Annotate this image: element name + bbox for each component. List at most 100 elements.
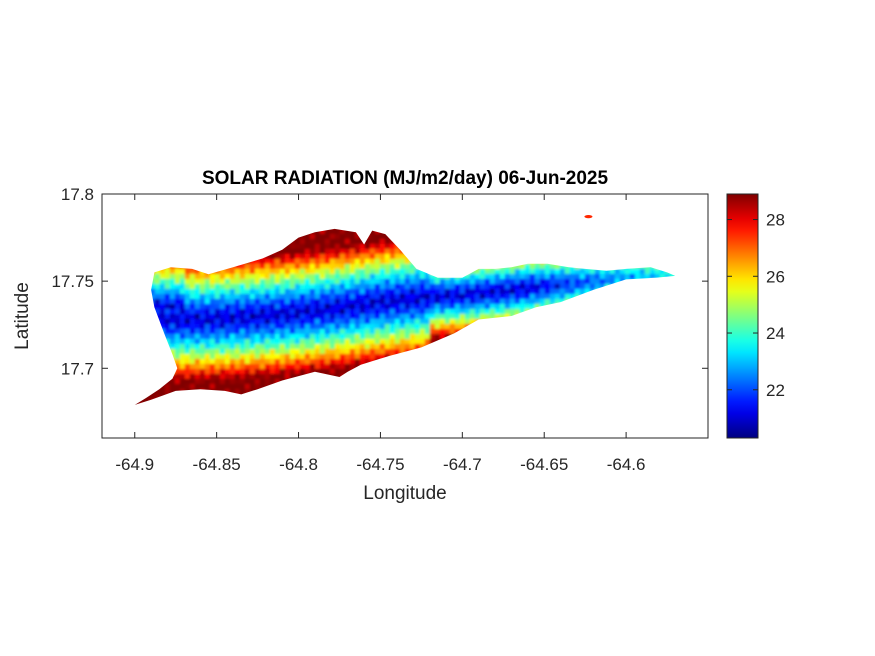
heatmap-cell xyxy=(464,283,471,290)
heatmap-cell xyxy=(499,298,506,305)
heatmap-cell xyxy=(279,318,286,325)
heatmap-cell xyxy=(179,328,186,335)
heatmap-cell xyxy=(589,273,596,280)
heatmap-cell xyxy=(334,278,341,285)
heatmap-cell xyxy=(274,258,281,265)
heatmap-cell xyxy=(189,368,196,375)
heatmap-cell xyxy=(349,333,356,340)
heatmap-cell xyxy=(309,278,316,285)
heatmap-cell xyxy=(239,283,246,290)
heatmap-cell xyxy=(284,318,291,325)
heatmap-cell xyxy=(194,373,201,380)
heatmap-cell xyxy=(249,368,256,375)
heatmap-cell xyxy=(199,288,206,295)
heatmap-cell xyxy=(229,293,236,300)
heatmap-cell xyxy=(224,313,231,320)
heatmap-cell xyxy=(379,268,386,275)
heatmap-cell xyxy=(564,288,571,295)
heatmap-cell xyxy=(419,328,426,335)
heatmap-cell xyxy=(379,348,386,355)
heatmap-cell xyxy=(189,268,196,275)
heatmap-cell xyxy=(329,343,336,350)
heatmap-cell xyxy=(339,288,346,295)
heatmap-cell xyxy=(264,348,271,355)
heatmap-cell xyxy=(474,293,481,300)
heatmap-cell xyxy=(459,323,466,330)
heatmap-cell xyxy=(339,348,346,355)
heatmap-cell xyxy=(199,338,206,345)
heatmap-cell xyxy=(204,343,211,350)
heatmap-cell xyxy=(274,353,281,360)
heatmap-cell xyxy=(184,283,191,290)
heatmap-cell xyxy=(524,288,531,295)
heatmap-cell xyxy=(359,253,366,260)
heatmap-cell xyxy=(229,278,236,285)
heatmap-cell xyxy=(649,268,656,275)
heatmap-cell xyxy=(189,358,196,365)
heatmap-cell xyxy=(334,253,341,260)
heatmap-cell xyxy=(359,243,366,250)
heatmap-cell xyxy=(204,338,211,345)
heatmap-cell xyxy=(554,278,561,285)
heatmap-cell xyxy=(279,313,286,320)
heatmap-cell xyxy=(319,343,326,350)
heatmap-cell xyxy=(264,378,271,385)
heatmap-cell xyxy=(484,273,491,280)
heatmap-cell xyxy=(379,308,386,315)
heatmap-cell xyxy=(454,323,461,330)
heatmap-cell xyxy=(424,303,431,310)
heatmap-cell xyxy=(584,288,591,295)
heatmap-cell xyxy=(174,348,181,355)
heatmap-cell xyxy=(199,378,206,385)
heatmap-cell xyxy=(354,283,361,290)
heatmap-cell xyxy=(279,343,286,350)
heatmap-cell xyxy=(304,258,311,265)
heatmap-cell xyxy=(659,273,666,280)
heatmap-cell xyxy=(214,323,221,330)
heatmap-cell xyxy=(174,298,181,305)
heatmap-cell xyxy=(469,308,476,315)
heatmap-cell xyxy=(379,328,386,335)
heatmap-cell xyxy=(154,388,161,395)
heatmap-cell xyxy=(634,268,641,275)
heatmap-cell xyxy=(494,308,501,315)
heatmap-cell xyxy=(359,288,366,295)
heatmap-cell xyxy=(294,238,301,245)
heatmap-cell xyxy=(324,343,331,350)
heatmap-cell xyxy=(239,353,246,360)
heatmap-cell xyxy=(279,308,286,315)
heatmap-cell xyxy=(519,268,526,275)
heatmap-cell xyxy=(199,333,206,340)
y-tick-label: 17.75 xyxy=(51,272,94,291)
heatmap-cell xyxy=(354,328,361,335)
heatmap-cell xyxy=(479,283,486,290)
heatmap-cell xyxy=(194,348,201,355)
heatmap-cell xyxy=(539,273,546,280)
heatmap-cell xyxy=(214,313,221,320)
heatmap-cell xyxy=(354,353,361,360)
heatmap-cell xyxy=(594,268,601,275)
heatmap-cell xyxy=(369,313,376,320)
heatmap-cell xyxy=(404,318,411,325)
heatmap-cell xyxy=(299,358,306,365)
heatmap-cell xyxy=(219,343,226,350)
heatmap-cell xyxy=(214,318,221,325)
heatmap-cell xyxy=(334,313,341,320)
heatmap-cell xyxy=(164,283,171,290)
heatmap-cell xyxy=(179,338,186,345)
heatmap-cell xyxy=(419,273,426,280)
heatmap-cell xyxy=(569,293,576,300)
heatmap-cell xyxy=(389,248,396,255)
heatmap-cell xyxy=(324,313,331,320)
plot-frame xyxy=(101,193,709,439)
heatmap-cell xyxy=(329,283,336,290)
heatmap-cell xyxy=(264,278,271,285)
heatmap-cell xyxy=(504,273,511,280)
heatmap-cell xyxy=(404,283,411,290)
heatmap-cell xyxy=(239,298,246,305)
heatmap-cell xyxy=(254,313,261,320)
heatmap-cell xyxy=(334,323,341,330)
heatmap-cell xyxy=(239,373,246,380)
heatmap-cell xyxy=(184,313,191,320)
heatmap-cell xyxy=(519,278,526,285)
